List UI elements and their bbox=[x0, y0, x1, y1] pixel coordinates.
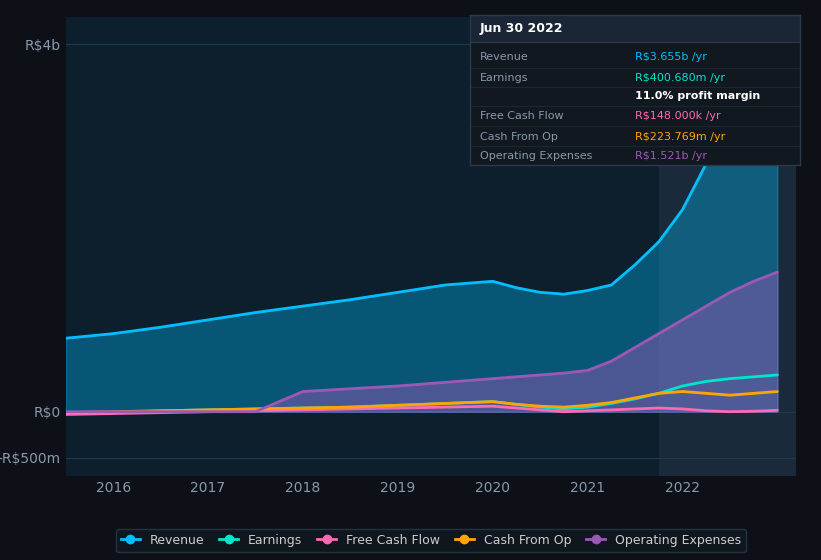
Text: R$148.000k /yr: R$148.000k /yr bbox=[635, 111, 720, 120]
Legend: Revenue, Earnings, Free Cash Flow, Cash From Op, Operating Expenses: Revenue, Earnings, Free Cash Flow, Cash … bbox=[116, 529, 746, 552]
Text: Jun 30 2022: Jun 30 2022 bbox=[479, 22, 563, 35]
Text: Cash From Op: Cash From Op bbox=[479, 132, 557, 142]
Text: R$1.521b /yr: R$1.521b /yr bbox=[635, 151, 707, 161]
Text: R$3.655b /yr: R$3.655b /yr bbox=[635, 52, 707, 62]
Text: Free Cash Flow: Free Cash Flow bbox=[479, 111, 563, 120]
Text: Earnings: Earnings bbox=[479, 73, 528, 83]
Text: Operating Expenses: Operating Expenses bbox=[479, 151, 592, 161]
Text: R$400.680m /yr: R$400.680m /yr bbox=[635, 73, 725, 83]
Bar bbox=[470, 15, 800, 42]
Bar bbox=[658, 17, 796, 476]
Text: 11.0% profit margin: 11.0% profit margin bbox=[635, 91, 760, 101]
Text: Revenue: Revenue bbox=[479, 52, 528, 62]
Text: R$223.769m /yr: R$223.769m /yr bbox=[635, 132, 725, 142]
